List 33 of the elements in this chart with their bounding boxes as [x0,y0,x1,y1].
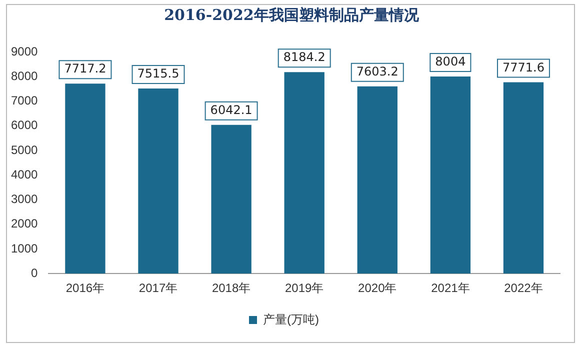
bar [503,82,544,274]
chart-title: 2016-2022年我国塑料制品产量情况 [163,6,420,25]
data-label: 7603.2 [356,64,398,79]
x-tick-label: 2021年 [431,281,470,296]
x-tick-label: 2016年 [66,281,105,296]
bar [211,124,252,274]
bar [357,86,398,274]
data-label: 7515.5 [137,66,180,81]
legend-label: 产量(万吨) [263,312,320,326]
x-tick-label: 2018年 [212,281,251,296]
bar [65,84,106,274]
y-tick-label: 3000 [10,192,38,206]
y-tick-label: 2000 [10,216,38,231]
x-tick-label: 2022年 [504,281,543,296]
data-label: 6042.1 [210,102,252,117]
y-tick-label: 5000 [10,142,38,157]
x-tick-label: 2017年 [138,281,178,296]
y-tick-label: 8000 [10,68,38,83]
y-tick-label: 7000 [10,94,38,108]
bar [430,76,471,274]
data-label: 8184.2 [283,50,326,64]
data-label: 7717.2 [64,62,106,76]
y-tick-label: 4000 [10,167,38,182]
y-tick-label: 6000 [10,118,38,132]
y-tick-label: 9000 [10,44,38,58]
data-label: 7771.6 [502,60,544,74]
bar [138,88,178,274]
x-tick-label: 2019年 [284,281,324,296]
y-tick-label: 0 [31,266,38,280]
y-tick-label: 1000 [10,241,38,256]
bar [284,72,324,274]
x-tick-label: 2020年 [358,281,397,296]
data-label: 8004 [435,54,466,69]
